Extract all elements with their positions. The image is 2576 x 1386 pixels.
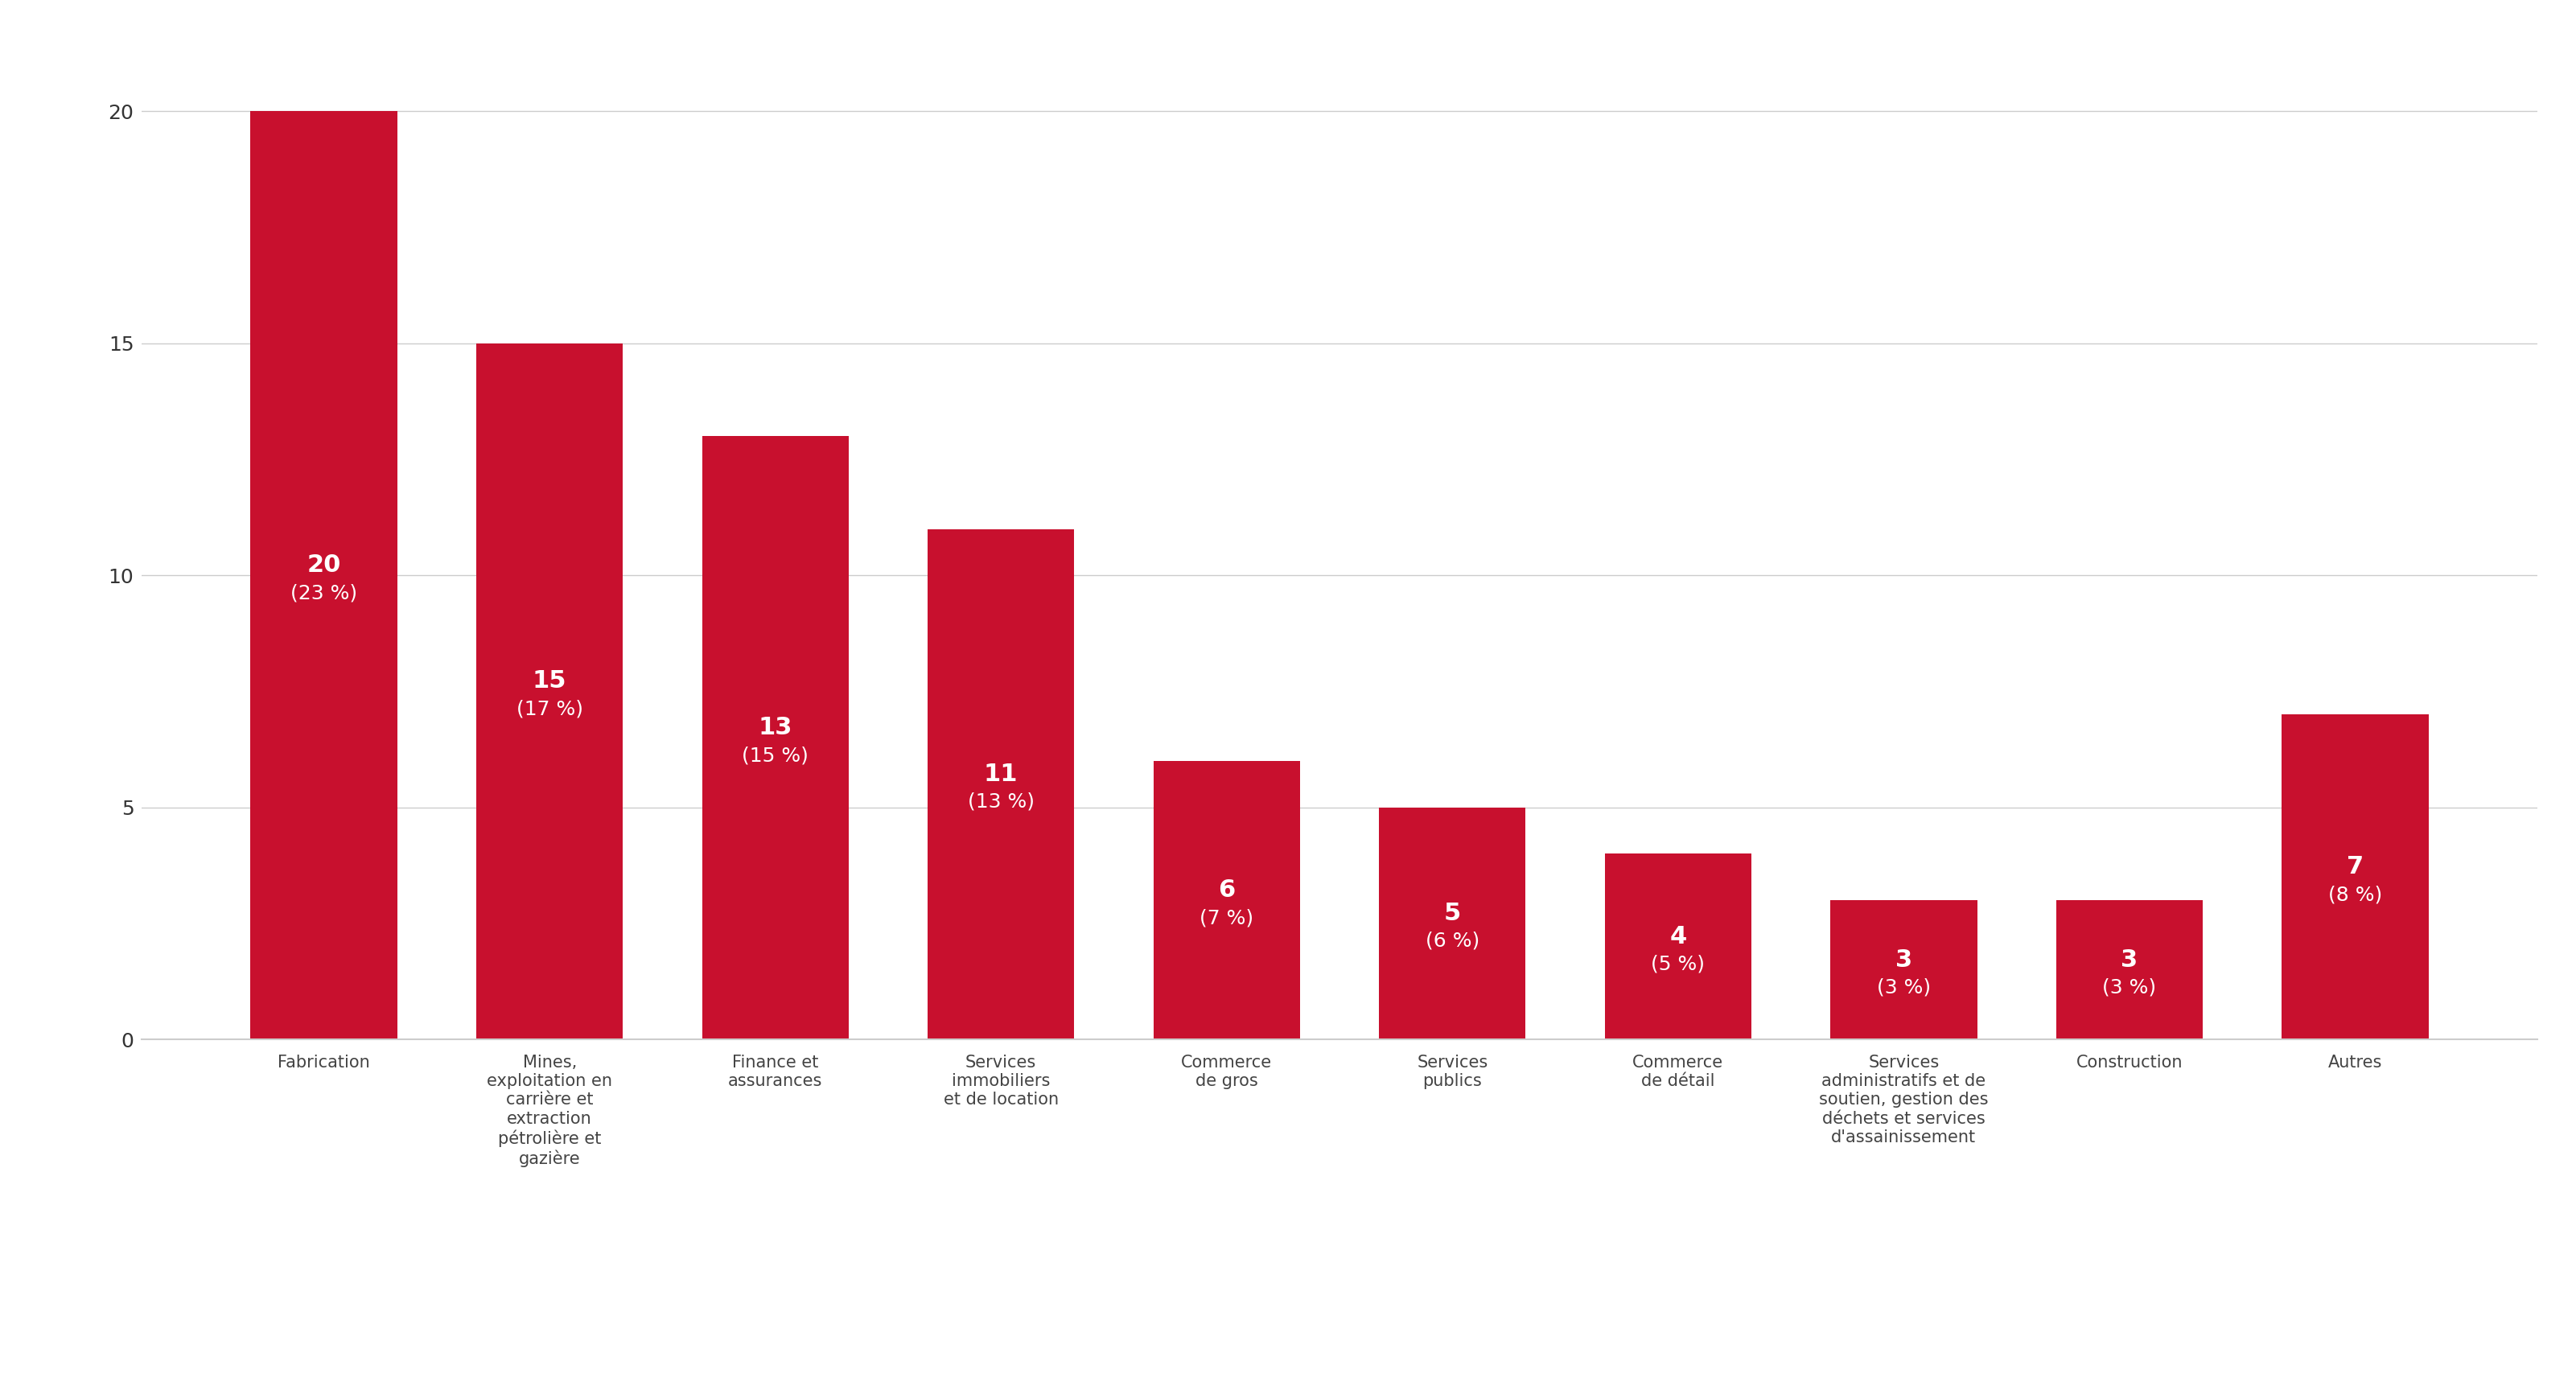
Bar	[1832, 901, 1978, 1040]
Bar	[2282, 715, 2429, 1040]
Text: 15: 15	[533, 669, 567, 693]
Text: 3: 3	[2120, 948, 2138, 972]
Bar	[2056, 901, 2202, 1040]
Text: (17 %): (17 %)	[515, 700, 582, 719]
Text: 7: 7	[2347, 855, 2365, 879]
Bar	[477, 344, 623, 1040]
Text: (6 %): (6 %)	[1425, 931, 1479, 951]
Text: (13 %): (13 %)	[969, 793, 1036, 812]
Text: (3 %): (3 %)	[1878, 979, 1932, 997]
Bar	[701, 437, 848, 1040]
Text: 20: 20	[307, 553, 340, 577]
Bar	[1605, 854, 1752, 1040]
Bar	[1378, 808, 1525, 1040]
Text: (23 %): (23 %)	[291, 584, 358, 603]
Text: 3: 3	[1896, 948, 1911, 972]
Text: (7 %): (7 %)	[1200, 908, 1255, 927]
Text: 6: 6	[1218, 879, 1236, 902]
Bar	[1154, 761, 1301, 1040]
Text: 13: 13	[757, 717, 793, 739]
Bar	[250, 111, 397, 1040]
Text: 5: 5	[1443, 901, 1461, 924]
Bar	[927, 529, 1074, 1040]
Text: (5 %): (5 %)	[1651, 955, 1705, 974]
Text: 11: 11	[984, 762, 1018, 786]
Text: (3 %): (3 %)	[2102, 979, 2156, 997]
Text: (15 %): (15 %)	[742, 746, 809, 765]
Text: (8 %): (8 %)	[2329, 886, 2383, 904]
Text: 4: 4	[1669, 924, 1687, 948]
